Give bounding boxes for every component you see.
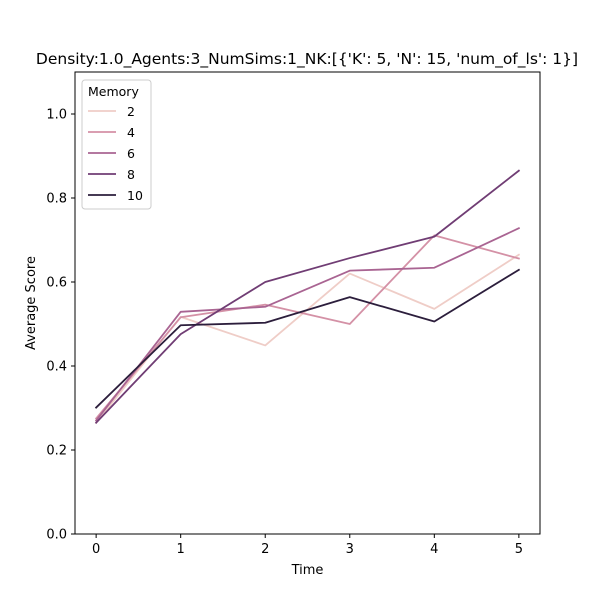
- y-tick-label: 0.6: [46, 276, 67, 291]
- series-line-memory-10: [94, 268, 521, 409]
- y-axis: 0.0 0.2 0.4 0.6 0.8 1.0: [46, 108, 75, 543]
- legend-label: 2: [127, 104, 135, 119]
- plot-area: [94, 169, 521, 424]
- chart-title: Density:1.0_Agents:3_NumSims:1_NK:[{'K':…: [36, 50, 578, 69]
- legend: Memory 2 4 6 8 10: [81, 79, 152, 210]
- y-tick-label: 0.4: [46, 360, 67, 375]
- y-tick-label: 0.2: [46, 444, 67, 459]
- y-tick-label: 0.8: [46, 192, 67, 207]
- legend-label: 10: [127, 188, 143, 203]
- x-tick-label: 5: [515, 542, 523, 557]
- x-tick-label: 3: [346, 542, 354, 557]
- x-tick-label: 4: [430, 542, 438, 557]
- legend-label: 6: [127, 146, 135, 161]
- legend-items: 2 4 6 8 10: [88, 104, 143, 203]
- x-tick-label: 2: [261, 542, 269, 557]
- y-axis-label: Average Score: [24, 256, 39, 350]
- series-line-memory-4: [94, 234, 520, 420]
- series-line-memory-8: [94, 169, 521, 424]
- legend-label: 8: [127, 167, 135, 182]
- series-line-memory-6: [94, 227, 521, 422]
- legend-title: Memory: [88, 84, 139, 99]
- x-tick-label: 1: [177, 542, 185, 557]
- y-tick-label: 1.0: [46, 108, 67, 123]
- plot-frame: [74, 71, 541, 535]
- y-tick-label: 0.0: [46, 528, 67, 543]
- x-axis: 0 1 2 3 4 5: [92, 534, 523, 557]
- x-axis-label: Time: [291, 563, 324, 578]
- legend-frame: [81, 79, 152, 210]
- legend-label: 4: [127, 125, 135, 140]
- x-tick-label: 0: [92, 542, 100, 557]
